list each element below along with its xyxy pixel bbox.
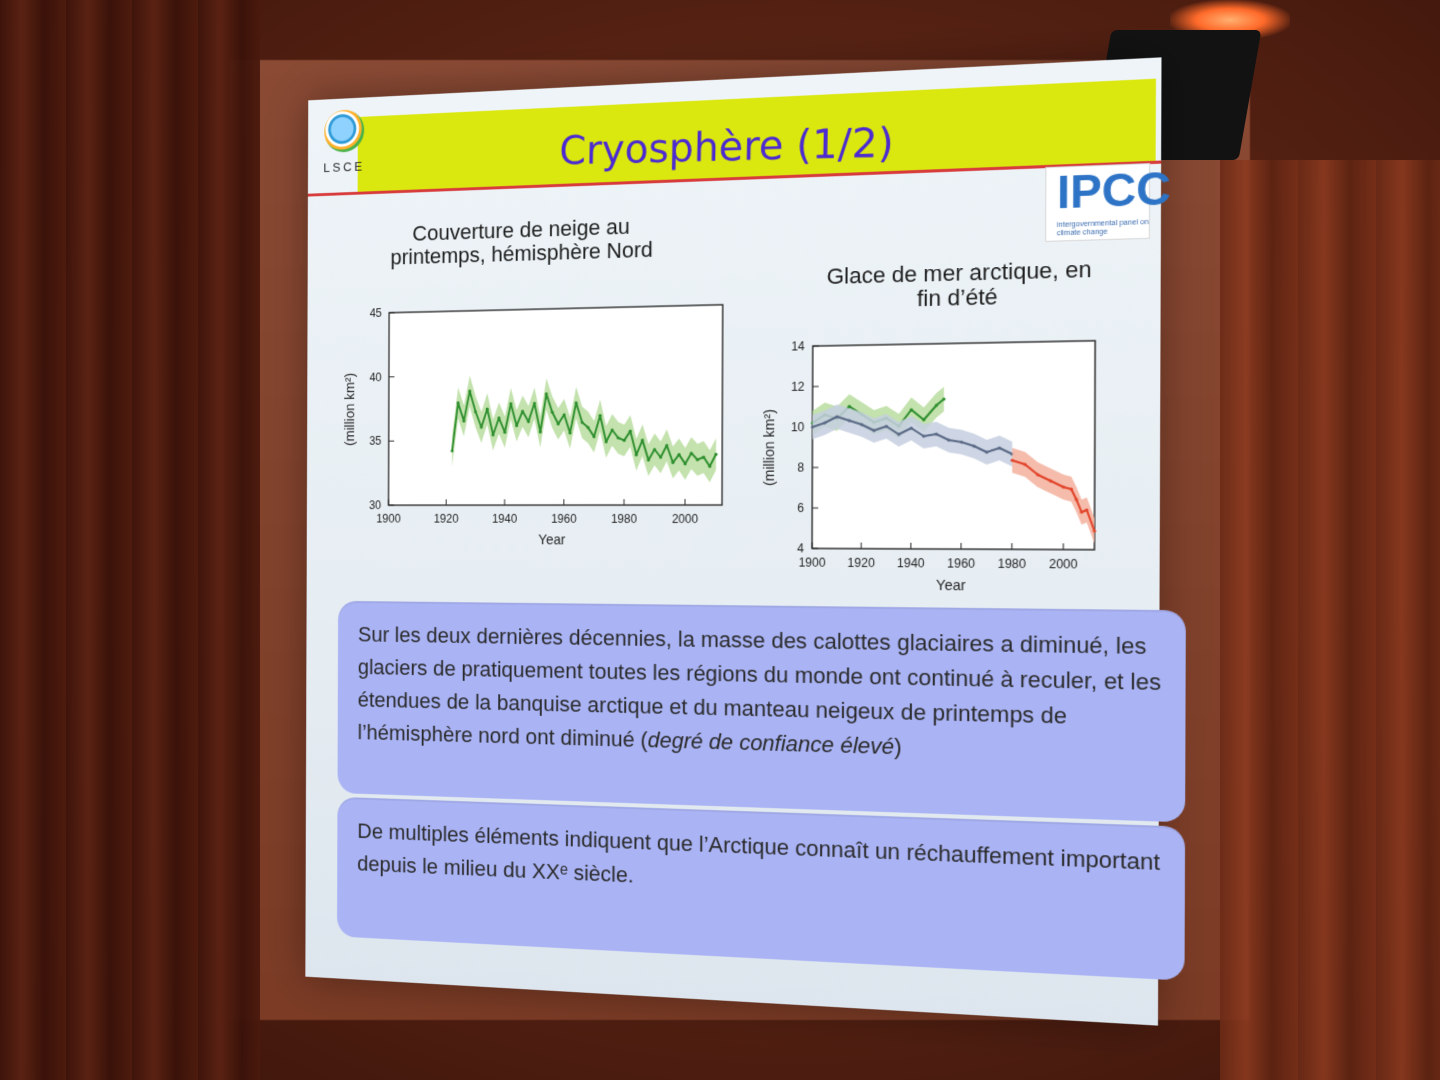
callout-finding-1-suffix: ) <box>894 734 902 760</box>
x-tick-label: 1980 <box>611 512 637 526</box>
ipcc-logo-sub-2: climate change <box>1057 229 1108 238</box>
chart-snow-cover: 1900 1920 1940 1960 1980 2000 30 35 40 45 Year (mil… <box>325 284 743 545</box>
callout-finding-2-text: De multiples éléments indiquent que l’Ar… <box>357 819 1160 888</box>
ipcc-logo-sub-1: intergovernmental panel on <box>1057 219 1149 229</box>
data-point <box>702 455 705 458</box>
x-tick-label: 2000 <box>672 512 699 526</box>
y-axis-label: (million km²) <box>761 409 777 486</box>
data-point <box>647 458 650 461</box>
chart-sea-ice: 1900 1920 1940 1960 1980 2000 4 6 8 10 12 14 Year (mi… <box>751 319 1116 623</box>
data-point <box>1070 487 1073 490</box>
slide-title: Cryosphère (1/2) <box>548 119 906 174</box>
chart-sea-ice-svg: 1900 1920 1940 1960 1980 2000 4 6 8 10 12 14 Year (mi… <box>751 319 1116 623</box>
data-point <box>635 453 638 456</box>
lsce-logo-ring <box>324 109 364 153</box>
lsce-logo: LSCE <box>317 109 372 194</box>
lsce-logo-text: LSCE <box>317 159 371 176</box>
y-tick-label: 45 <box>370 306 383 320</box>
data-point <box>1049 479 1052 482</box>
y-tick-label: 4 <box>797 541 804 555</box>
callout-finding-1-italic: degré de confiance élevé <box>648 728 895 760</box>
x-tick-label: 1960 <box>551 512 577 526</box>
data-point <box>684 462 687 465</box>
data-point <box>1011 459 1014 462</box>
x-tick-label: 1960 <box>947 556 975 571</box>
x-tick-label: 1900 <box>798 555 825 569</box>
data-point <box>1036 473 1039 476</box>
y-axis-label: (million km²) <box>342 373 357 446</box>
y-tick-label: 8 <box>797 460 804 474</box>
chart-right-title: Glace de mer arctique, en fin d’été <box>823 257 1095 314</box>
chart-left-title: Couverture de neige au printemps, hémisp… <box>380 214 664 270</box>
data-point <box>1062 485 1065 488</box>
x-tick-label: 1920 <box>434 512 459 526</box>
data-point <box>1093 529 1096 532</box>
x-tick-label: 2000 <box>1049 557 1078 572</box>
callout-finding-2: De multiples éléments indiquent que l’Ar… <box>337 797 1185 981</box>
data-point <box>1023 463 1026 466</box>
x-tick-label: 1900 <box>376 512 401 526</box>
y-tick-label: 10 <box>791 420 805 434</box>
x-tick-label: 1920 <box>847 556 875 570</box>
slide: LSCE Cryosphère (1/2) IPCC intergovernme… <box>305 57 1161 1025</box>
data-point <box>671 461 674 464</box>
y-tick-label: 35 <box>369 434 382 448</box>
y-tick-label: 6 <box>797 501 804 515</box>
data-point <box>1085 508 1088 511</box>
x-tick-label: 1980 <box>998 556 1027 571</box>
data-point <box>677 453 680 456</box>
y-tick-label: 14 <box>791 339 805 353</box>
y-tick-label: 12 <box>791 380 805 394</box>
data-point <box>708 465 711 468</box>
ipcc-logo-main: IPCC <box>1057 163 1171 219</box>
y-tick-label: 30 <box>369 498 382 512</box>
chart-snow-cover-svg: 1900 1920 1940 1960 1980 2000 30 35 40 45 Year (mil… <box>325 284 743 545</box>
ipcc-logo: IPCC intergovernmental panel on climate … <box>1045 163 1150 242</box>
x-axis-label: Year <box>538 531 565 545</box>
x-tick-label: 1940 <box>492 512 518 526</box>
y-tick-label: 40 <box>369 370 382 384</box>
data-point <box>1080 510 1083 513</box>
callout-finding-1: Sur les deux dernières décennies, la mas… <box>337 601 1185 823</box>
x-tick-label: 1940 <box>897 556 925 571</box>
data-point <box>714 453 717 456</box>
data-point <box>696 458 699 461</box>
data-point <box>659 456 662 459</box>
data-point <box>1075 498 1078 501</box>
x-axis-label: Year <box>936 577 966 594</box>
